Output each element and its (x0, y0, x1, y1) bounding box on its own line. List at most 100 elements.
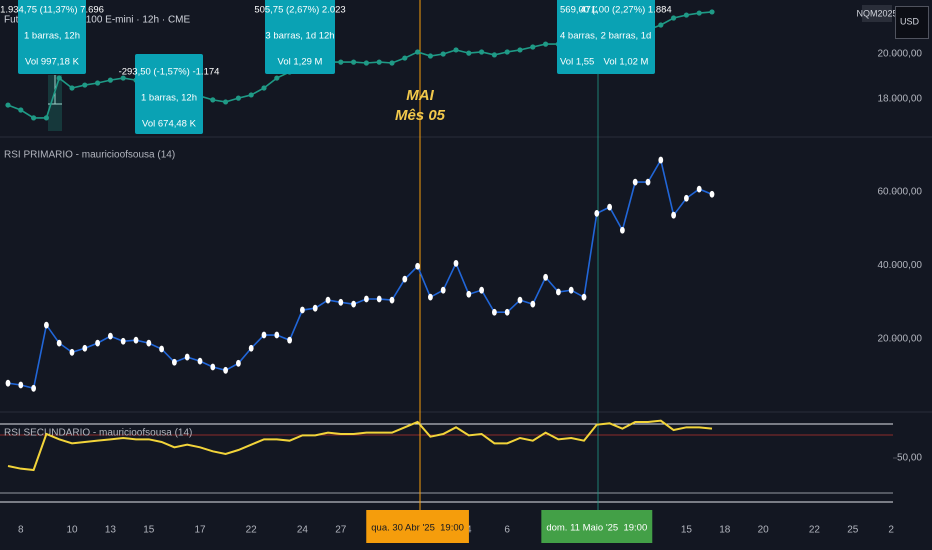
data-point (427, 53, 433, 59)
data-point (658, 156, 664, 164)
x-highlight-box (366, 510, 469, 543)
x-tick-label: 15 (143, 525, 155, 536)
data-point (274, 75, 280, 81)
data-point (95, 80, 101, 86)
pane-title: RSI PRIMARIO - mauricioofsousa (14) (4, 150, 175, 161)
data-point (453, 259, 459, 267)
data-point (56, 339, 62, 347)
data-point (248, 344, 254, 352)
data-point (645, 178, 651, 186)
measure-tooltip (557, 0, 599, 74)
measure-text: 2 barras, 1d (601, 31, 652, 42)
measure-text: -293,50 (-1,57%) -1.174 (119, 67, 220, 78)
measure-text: 569,00 (2,82% (560, 5, 622, 16)
y-tick-label: 20.000,00 (878, 49, 923, 60)
measure-text: Vol 1,29 M (278, 57, 323, 68)
data-point (56, 75, 62, 81)
data-point (683, 12, 690, 18)
symbol-badge (862, 5, 892, 22)
data-point (684, 194, 689, 202)
data-point (696, 10, 702, 16)
data-point (479, 49, 485, 55)
data-point (504, 308, 510, 316)
measure-tooltip (18, 0, 86, 74)
data-point (184, 353, 190, 361)
data-point (453, 47, 459, 53)
data-point (351, 300, 356, 308)
data-point (5, 379, 11, 387)
measure-text: 505,75 (2,67%) 2.023 (254, 5, 345, 16)
event-label: MAI (406, 87, 434, 104)
data-point (146, 339, 152, 347)
x-tick-label: 13 (105, 525, 117, 536)
data-point (517, 47, 523, 53)
overlay: 1.934,75 (11,37%) 7.696 1 barras, 12h Vol … (0, 0, 672, 543)
data-point (440, 51, 446, 57)
measure-tooltip (265, 0, 335, 74)
x-tick-label: 8 (18, 525, 24, 536)
x-tick-label: 2 (888, 525, 894, 536)
measure-text: 1 barras, 12h (24, 31, 80, 42)
data-point (351, 59, 357, 65)
currency-button[interactable] (895, 6, 929, 39)
data-point (364, 295, 369, 303)
data-point (261, 331, 267, 339)
x-tick-label: 4 (466, 525, 472, 536)
data-point (30, 115, 37, 121)
data-point (671, 15, 677, 21)
series-line (7, 419, 713, 472)
data-point (428, 293, 433, 301)
data-point (107, 77, 113, 83)
data-point (556, 288, 561, 296)
data-point (709, 190, 715, 198)
x-tick-label: 20 (758, 525, 770, 536)
x-tick-label: 17 (194, 525, 206, 536)
data-point (300, 306, 305, 314)
measure-text: Vol 1,55 (560, 57, 594, 68)
x-tick-label: 22 (809, 525, 821, 536)
data-point (18, 381, 24, 389)
y-tick-label: 50,00 (897, 453, 922, 464)
data-point (338, 298, 344, 306)
data-point (709, 9, 715, 15)
data-point (568, 286, 574, 294)
measure-tooltip (597, 0, 655, 74)
data-point (120, 75, 126, 81)
data-point (415, 49, 421, 55)
data-point (479, 286, 484, 294)
data-point (415, 262, 420, 270)
data-point (376, 295, 382, 303)
measure-text: 1.934,75 (11,37%) 7.696 (0, 5, 104, 16)
event-label: Mês 05 (395, 107, 446, 124)
data-point (543, 273, 548, 281)
data-point (82, 82, 88, 88)
data-point (82, 344, 88, 352)
data-point (325, 296, 331, 304)
pane-title: RSI SECUNDARIO - mauricioofsousa (14) (4, 428, 192, 439)
data-point (440, 286, 446, 294)
data-point (402, 55, 408, 61)
data-point (69, 85, 75, 91)
data-point (44, 321, 49, 329)
x-highlight: qua. 30 Abr '25 19:00 (366, 510, 469, 543)
measure-text: 471,00 (2,27%) 1.884 (580, 5, 671, 16)
data-point (581, 293, 587, 301)
data-point (18, 107, 24, 113)
x-tick-label: 24 (297, 525, 309, 536)
data-point (338, 59, 344, 65)
data-point (133, 336, 139, 344)
marks: 18.000,00 20.000,00 20.000,00 40.000,00 60.0… (5, 9, 923, 536)
x-tick-label: 18 (719, 525, 731, 536)
chart-title: Futuros NASDAQ 100 E-mini · 12h · CME (4, 15, 190, 26)
data-point (210, 363, 216, 371)
data-point (466, 290, 472, 298)
y-tick-label: 18.000,00 (878, 94, 923, 105)
x-highlight: dom. 11 Maio '25 19:00 (541, 510, 653, 543)
data-point (466, 50, 472, 56)
data-point (517, 296, 523, 304)
currency[interactable]: USD (900, 16, 920, 26)
data-point (43, 115, 50, 121)
data-point (248, 92, 254, 98)
measure-text: 3 barras, 1d 12h (265, 31, 334, 42)
measure-text: Vol 674,48 K (142, 119, 197, 130)
